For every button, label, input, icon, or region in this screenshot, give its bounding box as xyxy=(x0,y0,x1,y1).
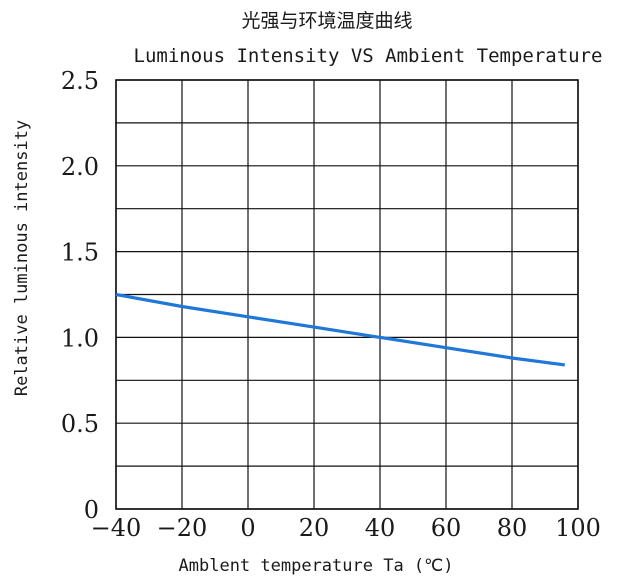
x-tick-label: 0 xyxy=(240,514,255,542)
y-tick-label: 1.5 xyxy=(61,239,99,267)
y-tick-label: 0 xyxy=(84,496,99,524)
y-tick-label: 1.0 xyxy=(61,324,99,352)
series-line xyxy=(115,292,566,367)
x-tick-label: 20 xyxy=(299,514,330,542)
x-tick-label: 60 xyxy=(431,514,462,542)
y-tick-label: 2.0 xyxy=(61,153,99,181)
x-tick-label: −20 xyxy=(157,514,208,542)
x-tick-label: 100 xyxy=(555,514,601,542)
y-tick-label: 2.5 xyxy=(61,67,99,95)
y-axis-label: Relative luminous intensity xyxy=(12,120,32,396)
chart-title: 光强与环境温度曲线 xyxy=(241,10,412,32)
tick-labels: −40 −20 0 20 40 60 80 100 0 0.5 1.0 1.5 2.0 2.5 xyxy=(61,67,601,542)
x-tick-label: −40 xyxy=(91,514,142,542)
x-tick-label: 40 xyxy=(365,514,396,542)
x-axis-label: Amblent temperature Ta (℃) xyxy=(179,556,454,576)
series-layer xyxy=(115,292,566,367)
chart-subtitle: Luminous Intensity VS Ambient Temperatur… xyxy=(134,45,603,67)
y-tick-label: 0.5 xyxy=(61,410,99,438)
grid xyxy=(115,79,579,510)
x-tick-label: 80 xyxy=(497,514,528,542)
